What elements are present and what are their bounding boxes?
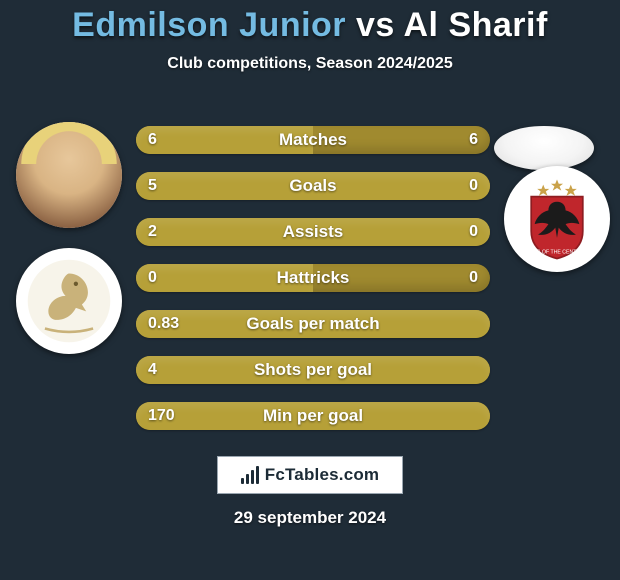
stat-row: 170 Min per goal: [136, 402, 490, 430]
stat-row: 0.83 Goals per match: [136, 310, 490, 338]
page-title: Edmilson Junior vs Al Sharif: [0, 0, 620, 45]
footer-brand: FcTables.com: [217, 456, 403, 494]
subtitle: Club competitions, Season 2024/2025: [0, 55, 620, 73]
stat-right-value: 0: [469, 172, 478, 200]
stat-label: Matches: [136, 126, 490, 154]
player1-club-crest: [16, 248, 122, 354]
stat-right-value: 0: [469, 218, 478, 246]
stat-row: 0 Hattricks 0: [136, 264, 490, 292]
stat-label: Hattricks: [136, 264, 490, 292]
player2-name: Al Sharif: [404, 6, 548, 44]
brand-bars-icon: [241, 466, 259, 484]
crest-shield-eagle-icon: CLUB OF THE CENTURY: [514, 176, 600, 262]
stat-row: 4 Shots per goal: [136, 356, 490, 384]
svg-text:CLUB OF THE CENTURY: CLUB OF THE CENTURY: [527, 249, 588, 255]
stat-row: 5 Goals 0: [136, 172, 490, 200]
stat-right-value: 6: [469, 126, 478, 154]
comparison-stage: CLUB OF THE CENTURY 6 Matches 6 5 Goals …: [0, 108, 620, 438]
stat-row: 6 Matches 6: [136, 126, 490, 154]
stat-right-value: 0: [469, 264, 478, 292]
stat-label: Goals: [136, 172, 490, 200]
title-vs: vs: [356, 6, 395, 44]
player2-avatar: [494, 126, 594, 170]
player1-avatar: [16, 122, 122, 228]
stat-row: 2 Assists 0: [136, 218, 490, 246]
stat-bars: 6 Matches 6 5 Goals 0 2 Assists 0 0 Hatt…: [136, 126, 490, 448]
stat-label: Min per goal: [136, 402, 490, 430]
player2-club-crest: CLUB OF THE CENTURY: [504, 166, 610, 272]
player1-name: Edmilson Junior: [72, 6, 346, 44]
date-text: 29 september 2024: [0, 508, 620, 528]
avatar-hair: [16, 122, 122, 164]
stat-label: Goals per match: [136, 310, 490, 338]
crest-bird-icon: [26, 258, 112, 344]
stat-label: Assists: [136, 218, 490, 246]
brand-text: FcTables.com: [265, 465, 380, 485]
stat-label: Shots per goal: [136, 356, 490, 384]
